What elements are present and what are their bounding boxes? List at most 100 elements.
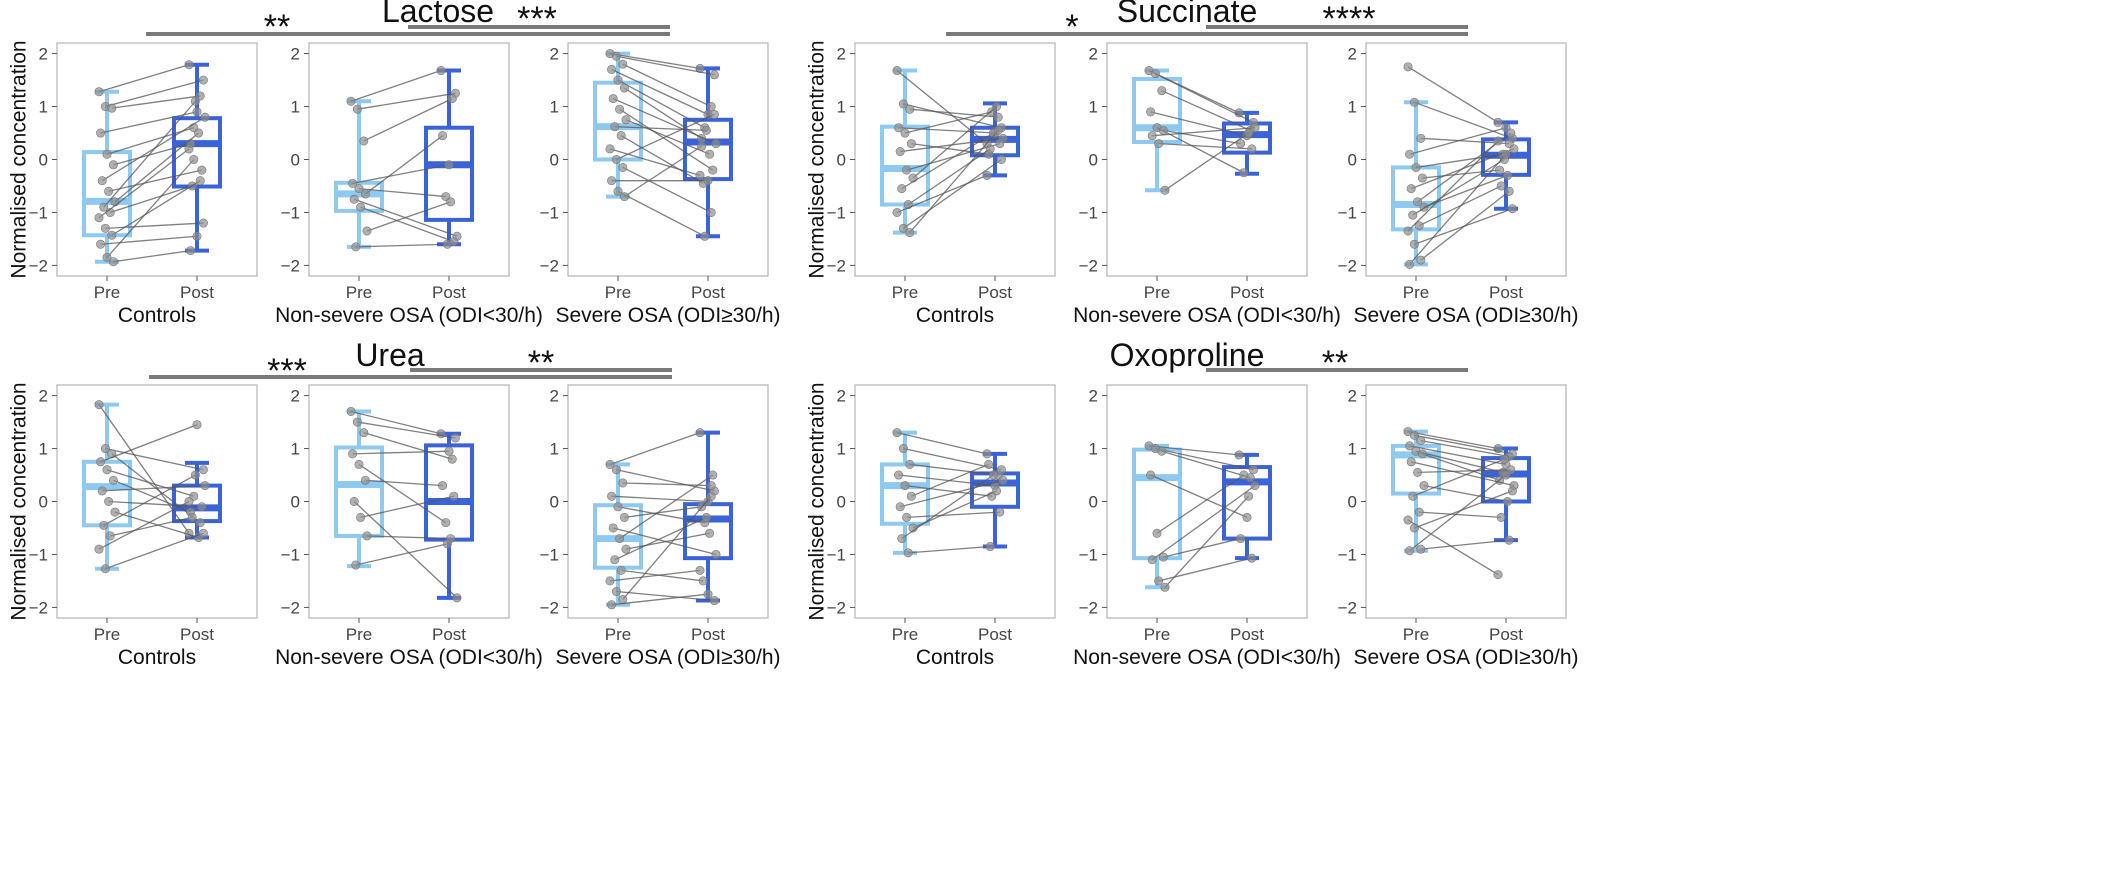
y-tick-label: −1 <box>281 545 300 564</box>
data-point-pre <box>104 186 114 196</box>
pair-line <box>98 500 190 550</box>
panel-3: −2 −1 0 1 2 Pre Post Severe OSA (ODI≥30/h) <box>1338 384 1579 669</box>
pair-line <box>1163 129 1241 145</box>
data-point-post <box>992 486 1002 496</box>
data-point-pre <box>1408 491 1418 501</box>
data-point-post <box>700 231 710 241</box>
y-tick-label: 2 <box>1089 45 1098 64</box>
pair-line <box>106 469 194 497</box>
data-point-pre <box>619 83 629 93</box>
data-point-post <box>198 75 208 85</box>
data-point-pre <box>99 202 109 212</box>
data-point-post <box>1234 450 1244 460</box>
data-point-post <box>711 549 721 559</box>
group-label: Controls <box>916 304 994 327</box>
data-point-pre <box>99 520 109 530</box>
pair-line <box>616 113 715 161</box>
data-point-post <box>438 481 448 491</box>
box-iqr <box>334 445 384 538</box>
data-point-post <box>452 593 462 603</box>
pair-line <box>624 145 702 198</box>
data-point-post <box>993 125 1003 135</box>
data-point-pre <box>1409 97 1419 107</box>
pair-line <box>621 569 704 582</box>
x-tick-label: Pre <box>892 283 918 302</box>
data-point-post <box>1509 144 1519 154</box>
box-iqr <box>172 116 222 189</box>
data-point-pre <box>611 465 621 475</box>
data-point-pre <box>100 564 110 574</box>
pair-line <box>911 142 989 155</box>
x-tick-label: Post <box>1489 625 1523 644</box>
y-tick-label: 1 <box>1089 97 1098 116</box>
data-point-pre <box>1152 528 1162 538</box>
data-point-pre <box>906 491 916 501</box>
x-tick-label: Pre <box>94 283 120 302</box>
data-point-pre <box>1405 546 1415 556</box>
data-point-pre <box>354 184 364 194</box>
pair-line <box>616 469 715 492</box>
data-point-post <box>982 449 992 459</box>
x-tick-label: Pre <box>94 625 120 644</box>
paired-lines <box>1403 62 1519 269</box>
data-point-pre <box>1403 62 1413 72</box>
pair-line <box>360 206 455 243</box>
data-point-pre <box>1158 125 1168 135</box>
data-point-pre <box>359 428 369 438</box>
data-point-post <box>697 141 707 151</box>
pair-line <box>622 482 712 487</box>
x-tick-label: Post <box>1230 625 1264 644</box>
data-point-post <box>447 454 457 464</box>
y-tick-label: 0 <box>1089 492 1098 511</box>
data-point-pre <box>892 207 902 217</box>
y-tick-label: 2 <box>39 45 48 64</box>
pair-line <box>622 63 712 108</box>
data-point-pre <box>621 544 631 554</box>
y-tick-label: 0 <box>1089 150 1098 169</box>
pair-line <box>352 450 450 455</box>
data-point-pre <box>613 75 623 85</box>
pair-line <box>366 535 451 540</box>
y-tick-label: −2 <box>29 598 48 617</box>
data-point-post <box>444 160 454 170</box>
pair-line <box>1419 511 1502 519</box>
data-point-pre <box>1405 259 1415 269</box>
significance-label: ** <box>528 344 554 382</box>
data-point-pre <box>608 523 618 533</box>
panel-3: −2 −1 0 1 2 Pre Post Severe OSA (ODI≥30/h) <box>540 42 781 327</box>
data-point-post <box>190 470 200 480</box>
y-tick-label: 2 <box>39 387 48 406</box>
data-point-pre <box>349 194 359 204</box>
group-label: Severe OSA (ODI≥30/h) <box>555 646 780 669</box>
data-point-pre <box>1416 133 1426 143</box>
pair-line <box>114 132 200 203</box>
data-point-post <box>1493 570 1503 580</box>
data-point-pre <box>1146 470 1156 480</box>
y-tick-label: −2 <box>1079 256 1098 275</box>
data-point-post <box>709 596 719 606</box>
panel-frame <box>56 42 258 277</box>
panel-frame <box>854 42 1056 277</box>
pair-line <box>102 484 206 492</box>
panel-3: −2 −1 0 1 2 Pre Post Severe OSA (ODI≥30/h) <box>1338 42 1579 327</box>
y-tick-label: 2 <box>291 387 300 406</box>
y-tick-label: 0 <box>837 150 846 169</box>
data-point-post <box>189 155 199 165</box>
data-point-pre <box>1150 69 1160 79</box>
data-point-post <box>197 165 207 175</box>
x-tick-label: Post <box>1230 283 1264 302</box>
pair-line <box>1161 450 1251 479</box>
data-point-post <box>190 96 200 106</box>
data-point-post <box>1507 204 1517 214</box>
pair-line <box>1420 539 1510 550</box>
data-point-pre <box>1158 552 1168 562</box>
data-point-post <box>1247 553 1257 563</box>
data-point-pre <box>107 103 117 113</box>
data-point-post <box>706 102 716 112</box>
y-tick-label: −2 <box>827 256 846 275</box>
data-point-post <box>695 565 705 575</box>
paired-lines <box>346 406 462 603</box>
chart-title: Succinate <box>1117 0 1258 29</box>
data-point-pre <box>900 128 910 138</box>
